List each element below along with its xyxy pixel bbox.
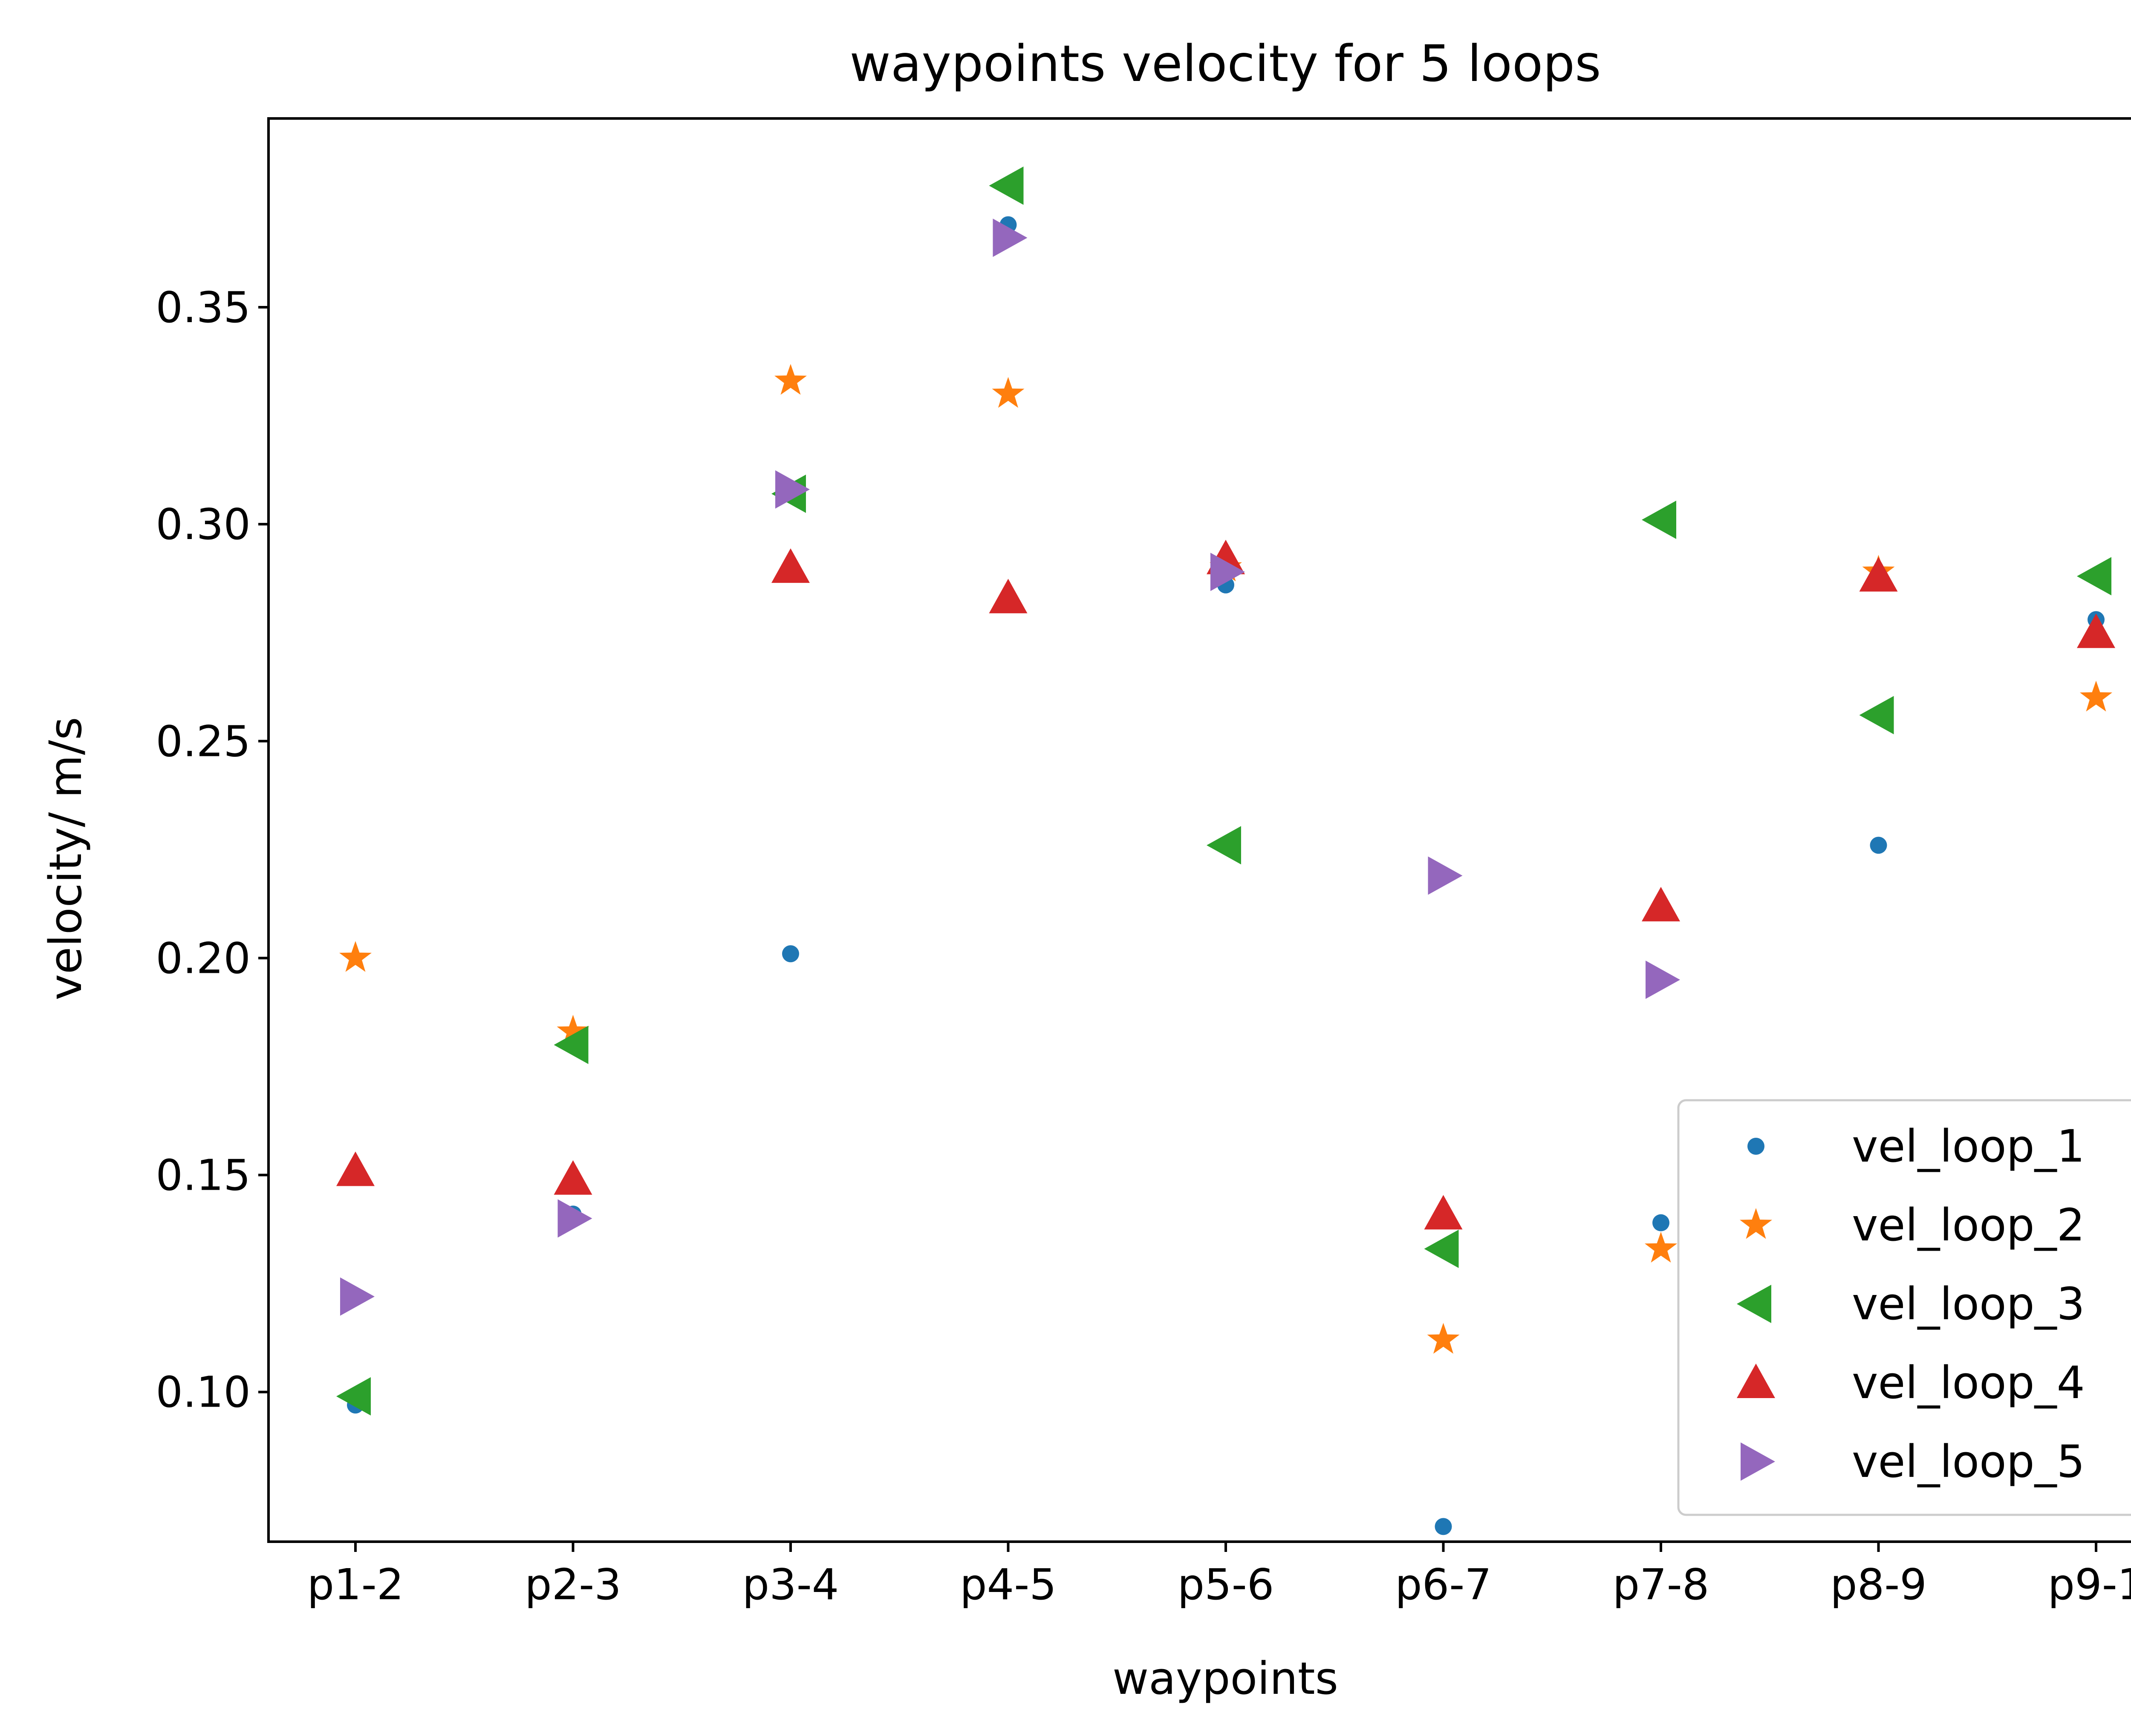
data-point-vel_loop_2-p4-5	[992, 377, 1025, 408]
x-tick-label: p7-8	[1613, 1560, 1709, 1609]
legend-marker-vel_loop_4	[1737, 1364, 1775, 1398]
plot-area	[336, 166, 2115, 1535]
x-tick-label: p8-9	[1830, 1560, 1927, 1609]
x-tick-label: p6-7	[1395, 1560, 1492, 1609]
y-axis-label: velocity/ m/s	[40, 717, 92, 1000]
data-point-vel_loop_2-p6-7	[1427, 1323, 1460, 1354]
x-tick-label: p9-1	[2048, 1560, 2131, 1609]
data-point-vel_loop_4-p9-1	[2077, 613, 2115, 648]
legend-marker-vel_loop_1	[1747, 1138, 1764, 1155]
data-point-vel_loop_4-p6-7	[1424, 1195, 1463, 1230]
data-point-vel_loop_2-p1-2	[339, 941, 372, 972]
data-point-vel_loop_3-p5-6	[1207, 826, 1241, 865]
data-point-vel_loop_4-p1-2	[336, 1151, 375, 1186]
data-point-vel_loop_3-p9-1	[2077, 557, 2111, 596]
data-point-vel_loop_3-p1-2	[336, 1377, 371, 1416]
chart-title: waypoints velocity for 5 loops	[849, 34, 1601, 93]
legend-item-vel_loop_3: vel_loop_3	[1737, 1278, 2085, 1330]
y-tick-label: 0.10	[156, 1367, 251, 1417]
data-point-vel_loop_3-p4-5	[989, 166, 1024, 205]
x-tick-label: p2-3	[525, 1560, 621, 1609]
data-point-vel_loop_1-p3-4	[782, 945, 799, 963]
data-point-vel_loop_4-p7-8	[1642, 887, 1680, 922]
y-tick-label: 0.35	[156, 283, 251, 332]
data-point-vel_loop_4-p4-5	[989, 579, 1028, 614]
x-tick-label: p5-6	[1178, 1560, 1274, 1609]
data-point-vel_loop_4-p3-4	[771, 548, 810, 583]
data-point-vel_loop_2-p3-4	[774, 364, 807, 395]
data-point-vel_loop_2-p7-8	[1645, 1231, 1677, 1263]
x-axis: p1-2 p2-3 p3-4 p4-5 p5-6 p6-7 p7-8 p8-9 p9-1	[307, 1542, 2131, 1609]
x-tick-label: p4-5	[960, 1560, 1057, 1609]
data-point-vel_loop_1-p6-7	[1435, 1518, 1452, 1535]
data-point-vel_loop_4-p2-3	[554, 1160, 592, 1195]
legend-label: vel_loop_2	[1852, 1199, 2085, 1251]
legend-marker-vel_loop_3	[1737, 1285, 1771, 1323]
y-tick-label: 0.25	[156, 716, 251, 766]
legend-box	[1677, 1099, 2131, 1516]
data-point-vel_loop_3-p8-9	[1859, 696, 1894, 735]
legend: vel_loop_1 vel_loop_2 vel_loop_3 vel_loop_4…	[1677, 1099, 2131, 1516]
data-point-vel_loop_2-p2-3	[557, 1015, 589, 1046]
legend-label: vel_loop_5	[1852, 1436, 2085, 1488]
x-tick-label: p1-2	[307, 1560, 404, 1609]
y-tick-label: 0.15	[156, 1151, 251, 1200]
data-point-vel_loop_5-p3-4	[775, 470, 810, 509]
legend-item-vel_loop_2: vel_loop_2	[1740, 1199, 2085, 1251]
legend-item-vel_loop_1: vel_loop_1	[1747, 1120, 2085, 1172]
data-point-vel_loop_1-p7-8	[1652, 1214, 1669, 1231]
legend-label: vel_loop_1	[1852, 1120, 2085, 1172]
x-tick-label: p3-4	[742, 1560, 839, 1609]
data-point-vel_loop_3-p2-3	[554, 1026, 589, 1064]
x-axis-label: waypoints	[1112, 1652, 1338, 1704]
legend-item-vel_loop_4: vel_loop_4	[1737, 1357, 2085, 1409]
data-point-vel_loop_2-p9-1	[2080, 681, 2112, 712]
legend-marker-vel_loop_5	[1741, 1442, 1775, 1481]
data-point-vel_loop_5-p4-5	[993, 219, 1028, 257]
data-point-vel_loop_5-p2-3	[557, 1199, 592, 1238]
legend-marker-vel_loop_2	[1740, 1208, 1772, 1239]
y-tick-label: 0.20	[156, 933, 251, 983]
y-axis: 0.10 0.15 0.20 0.25 0.30 0.35	[156, 283, 269, 1417]
data-point-vel_loop_1-p8-9	[1870, 836, 1887, 854]
series-vel_loop_5	[340, 219, 1680, 1316]
data-point-vel_loop_5-p6-7	[1428, 856, 1463, 895]
y-tick-label: 0.30	[156, 499, 251, 549]
data-point-vel_loop_5-p5-6	[1210, 553, 1245, 591]
data-point-vel_loop_3-p7-8	[1642, 500, 1676, 539]
legend-label: vel_loop_3	[1852, 1278, 2085, 1330]
series-vel_loop_4	[336, 539, 2115, 1230]
legend-label: vel_loop_4	[1852, 1357, 2085, 1409]
data-point-vel_loop_4-p8-9	[1859, 557, 1898, 592]
data-point-vel_loop_5-p7-8	[1646, 960, 1680, 999]
data-point-vel_loop_5-p1-2	[340, 1277, 375, 1316]
legend-item-vel_loop_5: vel_loop_5	[1741, 1436, 2085, 1488]
data-point-vel_loop_3-p6-7	[1424, 1229, 1459, 1268]
